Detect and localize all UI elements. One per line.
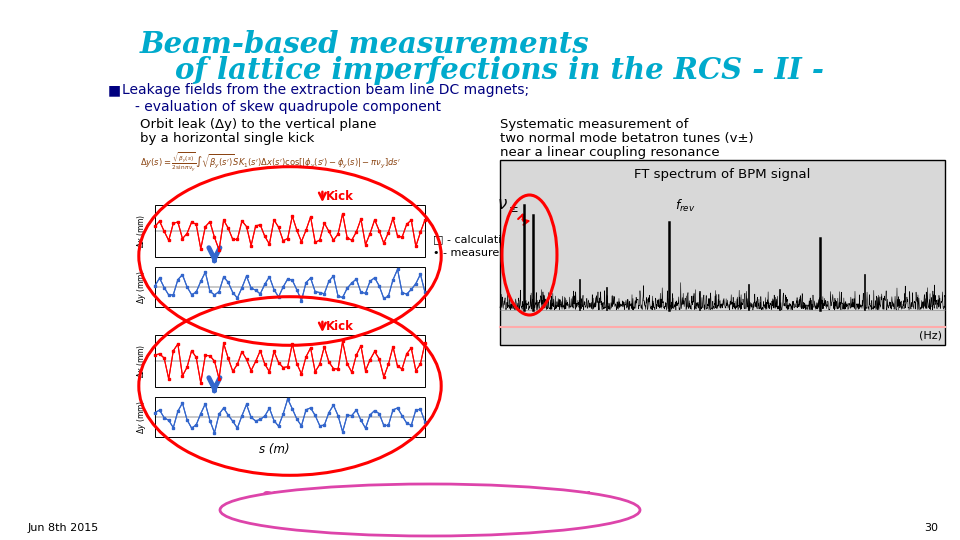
Text: - evaluation of skew quadrupole component: - evaluation of skew quadrupole componen… bbox=[135, 100, 441, 114]
Ellipse shape bbox=[220, 484, 640, 536]
Text: $\Delta y$ (mm): $\Delta y$ (mm) bbox=[134, 270, 148, 304]
Text: -0.00112 m⁻¹: -0.00112 m⁻¹ bbox=[376, 514, 484, 529]
Text: two normal mode betatron tunes (v±): two normal mode betatron tunes (v±) bbox=[500, 132, 754, 145]
Text: Kick: Kick bbox=[325, 190, 353, 203]
Text: s (m): s (m) bbox=[259, 443, 290, 456]
Text: $\Delta x$ (mm): $\Delta x$ (mm) bbox=[135, 214, 147, 248]
Text: FT spectrum of BPM signal: FT spectrum of BPM signal bbox=[635, 168, 810, 181]
Text: $\Delta x$ (mm): $\Delta x$ (mm) bbox=[135, 344, 147, 378]
Bar bbox=[500, 160, 945, 345]
Text: Leakage fields from the extraction beam line DC magnets;: Leakage fields from the extraction beam … bbox=[122, 83, 529, 97]
Text: of lattice imperfections in the RCS - II -: of lattice imperfections in the RCS - II… bbox=[175, 56, 824, 85]
Text: Kick: Kick bbox=[325, 320, 353, 333]
Text: (Hz): (Hz) bbox=[919, 331, 942, 341]
Text: $G_{1,-1,0}\,e^{i\chi}=\frac{1}{2\pi}\oint\sqrt{\beta_x\beta_y}SK_1 e^{i[\phi_x(: $G_{1,-1,0}\,e^{i\chi}=\frac{1}{2\pi}\oi… bbox=[505, 238, 716, 256]
Text: near a linear coupling resonance: near a linear coupling resonance bbox=[500, 146, 720, 159]
Text: Systematic measurement of: Systematic measurement of bbox=[500, 118, 688, 131]
Text: □ - calculation: □ - calculation bbox=[433, 234, 516, 244]
Text: 30: 30 bbox=[924, 523, 938, 533]
Text: $\nu_\pm$: $\nu_\pm$ bbox=[497, 196, 519, 214]
Text: $\Delta y(s) = \frac{\sqrt{\beta_y(s)}}{2\sin\pi\nu_y}\int\sqrt{\beta_y(s^\prime: $\Delta y(s) = \frac{\sqrt{\beta_y(s)}}{… bbox=[140, 150, 401, 174]
Bar bbox=[155, 205, 425, 257]
Bar bbox=[155, 397, 425, 437]
Text: Beam-based measurements: Beam-based measurements bbox=[140, 30, 589, 59]
Text: by a horizontal single kick: by a horizontal single kick bbox=[140, 132, 314, 145]
Text: Skew quadrupole component estimated;: Skew quadrupole component estimated; bbox=[262, 491, 597, 507]
Text: ■: ■ bbox=[108, 83, 121, 97]
Text: $\mathrm{where}\ \nu_\pm=\frac{1}{2}(\nu_x+\nu_y)\pm\frac{1}{2}\sqrt{(\nu_x-\nu_: $\mathrm{where}\ \nu_\pm=\frac{1}{2}(\nu… bbox=[505, 212, 716, 232]
Text: Jun 8th 2015: Jun 8th 2015 bbox=[28, 523, 99, 533]
Bar bbox=[155, 267, 425, 307]
Text: $x_n = A_+\cos(\nu_+\varphi+\xi_+) - \frac{G_{1,-1,n}}{\lambda|\delta|}A_-\cos(\: $x_n = A_+\cos(\nu_+\varphi+\xi_+) - \fr… bbox=[505, 160, 715, 180]
Text: $y_n = \frac{G_{1,-1,n}}{\lambda+|\delta|}A_+\cos(\nu_+\varphi+\zeta_+)+A_-\cos(: $y_n = \frac{G_{1,-1,n}}{\lambda+|\delta… bbox=[505, 186, 715, 206]
Text: $f_{rev}$: $f_{rev}$ bbox=[675, 198, 696, 214]
Bar bbox=[155, 335, 425, 387]
Text: • - measurement: • - measurement bbox=[433, 248, 529, 258]
Text: Orbit leak (Δy) to the vertical plane: Orbit leak (Δy) to the vertical plane bbox=[140, 118, 376, 131]
Text: $\Delta y$ (mm): $\Delta y$ (mm) bbox=[134, 400, 148, 434]
